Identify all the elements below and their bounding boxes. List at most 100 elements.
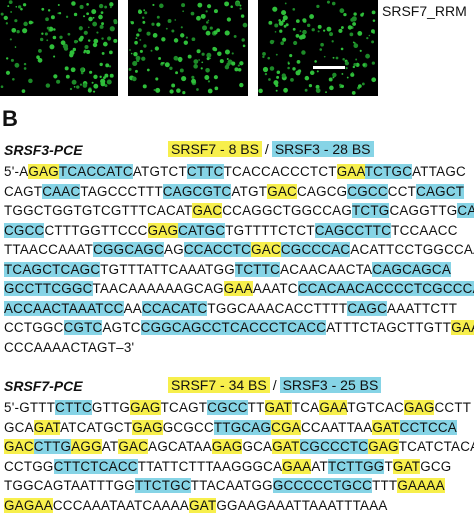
cell [366, 37, 368, 39]
cell [46, 39, 48, 41]
binding-site: GAC [267, 184, 297, 199]
cell [323, 29, 325, 31]
cell [110, 6, 112, 8]
cell [241, 38, 244, 41]
sequence: ATGTCT [133, 164, 187, 179]
cell [372, 10, 376, 14]
binding-site: CCACATC [142, 301, 207, 316]
cell [283, 15, 288, 20]
sequence-line: CCTGGCTTCTCACCTTATTCTTTAAGGGCAGAAATTCTTG… [4, 457, 451, 477]
sequence: AGTC [102, 320, 140, 335]
cell [262, 52, 266, 56]
legend: SRSF7 - 8 BS/SRSF3 - 28 BS [168, 141, 374, 157]
binding-site: GAT [372, 420, 399, 435]
sequence-line: TGGCTGGTGTCGTTTCACATGACCCAGGCTGGCCAGTCTG… [4, 201, 474, 221]
sequence: CCCAAATAATCAAAA [53, 498, 189, 513]
cell [72, 80, 77, 85]
sequence-line: GCCTTCGGCTAACAAAAAAGCAGGAAAAATCCCACAACAC… [4, 279, 474, 299]
cell [10, 11, 12, 13]
binding-site: GAG [28, 164, 59, 179]
cell [275, 31, 277, 33]
cell [51, 15, 55, 19]
cell [206, 10, 208, 12]
cell [103, 42, 108, 47]
cell [22, 89, 26, 93]
cell [83, 83, 88, 88]
cell [165, 62, 170, 67]
cell [341, 73, 343, 75]
cell [158, 57, 161, 60]
cell [163, 62, 165, 64]
cell [24, 63, 26, 65]
cell [238, 65, 240, 67]
cell [48, 30, 50, 32]
cell [302, 30, 307, 35]
cell [182, 10, 184, 12]
cell [80, 68, 84, 72]
cell [204, 75, 209, 80]
cell [288, 63, 290, 65]
cell [336, 57, 339, 60]
sequence: TTATTCTTTAAGGGCA [138, 459, 283, 474]
cell [131, 21, 134, 24]
cell [329, 32, 333, 36]
cell [135, 70, 138, 73]
cell [92, 22, 97, 27]
cell [241, 14, 244, 17]
cell [348, 25, 352, 29]
sequence: AT [311, 459, 328, 474]
cell [53, 56, 55, 58]
cell [224, 1, 229, 6]
binding-site: CAC [457, 203, 474, 218]
cell [207, 4, 211, 8]
sequence-line: GCAGATATCATGCTGAGGCGCCTTGCAGCGACCAATTAAG… [4, 418, 457, 438]
panel-b-letter: B [2, 106, 18, 132]
cell [68, 33, 71, 36]
cell [267, 57, 270, 60]
cell [53, 36, 57, 40]
cell [297, 60, 301, 64]
binding-site: CGGCAGCCTCACCCTCACC [141, 320, 327, 335]
cell [332, 73, 336, 77]
cell [196, 16, 201, 21]
cell [155, 77, 158, 80]
cell [38, 49, 42, 53]
cell [81, 72, 84, 75]
cell [362, 63, 365, 66]
cell [88, 17, 93, 22]
cell [104, 6, 107, 9]
cell [166, 28, 168, 30]
cell [151, 50, 153, 52]
cell [327, 1, 330, 4]
cell [58, 4, 60, 6]
cell [268, 78, 271, 81]
cell [231, 62, 235, 66]
cell [238, 68, 242, 72]
binding-site: GAT [189, 498, 216, 513]
cell [277, 70, 281, 74]
sequence: TGTCAC [347, 400, 404, 415]
binding-site: CAGCGTC [163, 184, 232, 199]
cell [312, 28, 315, 31]
binding-site: GAC [4, 439, 34, 454]
cell [210, 27, 213, 30]
cell [175, 71, 178, 74]
cell [93, 91, 95, 93]
cell [66, 16, 68, 18]
cell [318, 30, 320, 32]
cell [310, 71, 315, 76]
cell [88, 88, 92, 92]
cell [225, 30, 230, 35]
sequence: TTACAATGG [191, 478, 273, 493]
cell [181, 26, 183, 28]
binding-site: TCAGCTCAGC [4, 262, 100, 277]
binding-site: CCTCCA [400, 420, 457, 435]
cell [329, 78, 333, 82]
cell [24, 67, 27, 70]
cell [88, 39, 90, 41]
cell [136, 33, 139, 36]
cell [74, 86, 76, 88]
cell [76, 85, 79, 88]
cell [214, 30, 218, 34]
cell [198, 59, 200, 61]
